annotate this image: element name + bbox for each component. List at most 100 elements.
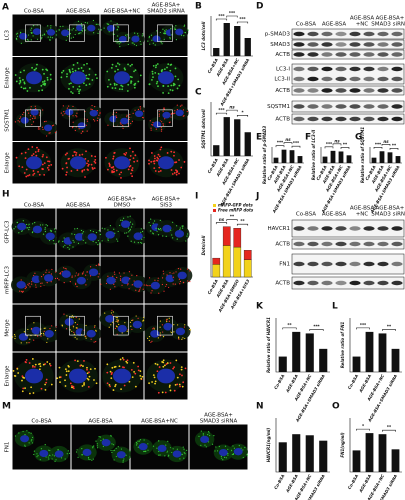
punctum xyxy=(172,283,174,285)
punctum xyxy=(64,244,66,246)
punctum xyxy=(49,239,51,242)
punctum xyxy=(18,82,21,85)
significance-bracket xyxy=(309,329,324,331)
punctum xyxy=(150,34,153,36)
punctum xyxy=(40,275,43,278)
punctum xyxy=(213,435,215,437)
nucleus xyxy=(114,71,130,85)
blot-box xyxy=(291,63,405,85)
row-label: LC3-II xyxy=(274,77,290,83)
punctum xyxy=(129,456,131,458)
punctum xyxy=(238,444,240,447)
punctum xyxy=(117,240,119,242)
punctum xyxy=(174,110,176,112)
nucleus xyxy=(87,233,97,241)
punctum xyxy=(166,319,168,321)
punctum xyxy=(48,449,50,451)
band xyxy=(363,76,375,82)
band xyxy=(391,226,403,231)
punctum xyxy=(69,71,72,74)
punctum xyxy=(123,153,126,155)
column-header: +NC xyxy=(356,212,369,218)
punctum xyxy=(186,110,188,113)
punctum xyxy=(108,326,110,328)
punctum xyxy=(131,284,133,286)
punctum xyxy=(155,64,158,67)
punctum xyxy=(18,432,20,434)
punctum xyxy=(75,152,78,154)
punctum xyxy=(179,283,181,285)
punctum xyxy=(71,29,73,31)
panel-letter: D xyxy=(256,2,263,12)
punctum xyxy=(174,161,176,164)
punctum xyxy=(54,277,57,280)
punctum xyxy=(119,122,121,124)
punctum xyxy=(127,43,129,46)
punctum xyxy=(119,358,122,361)
punctum xyxy=(207,431,210,433)
punctum xyxy=(112,449,114,452)
punctum xyxy=(64,458,66,460)
punctum xyxy=(94,162,97,164)
punctum xyxy=(70,91,72,93)
column-header: AGE-BSA xyxy=(66,203,90,209)
nucleus xyxy=(101,439,111,447)
punctum xyxy=(189,329,192,331)
bar xyxy=(297,156,303,163)
band xyxy=(321,76,333,82)
significance-label: * xyxy=(241,110,244,115)
punctum xyxy=(179,373,181,376)
punctum xyxy=(76,116,78,118)
panel-letter: E xyxy=(256,133,262,143)
punctum xyxy=(246,453,248,456)
punctum xyxy=(116,62,119,65)
punctum xyxy=(63,110,65,113)
column-header: AGE-BSA xyxy=(350,206,374,212)
micrograph xyxy=(12,14,60,56)
significance-bracket xyxy=(356,428,370,431)
punctum xyxy=(49,364,52,367)
punctum xyxy=(118,323,120,326)
micrograph xyxy=(100,142,144,184)
punctum xyxy=(27,112,30,114)
punctum xyxy=(72,105,74,108)
punctum xyxy=(178,337,180,339)
significance-label: *** xyxy=(218,14,225,19)
punctum xyxy=(72,246,74,248)
punctum xyxy=(62,69,65,72)
punctum xyxy=(162,336,165,338)
punctum xyxy=(113,82,116,85)
punctum xyxy=(85,324,87,327)
band xyxy=(307,280,319,286)
punctum xyxy=(53,243,55,245)
inset-box xyxy=(157,24,173,42)
punctum xyxy=(113,283,115,285)
micrograph xyxy=(100,256,149,304)
punctum xyxy=(100,440,102,442)
punctum xyxy=(112,165,115,168)
punctum xyxy=(90,163,93,166)
punctum xyxy=(137,365,140,368)
bar xyxy=(391,449,400,472)
punctum xyxy=(140,228,142,230)
punctum xyxy=(173,151,176,154)
punctum xyxy=(94,367,96,370)
punctum xyxy=(176,108,178,111)
punctum xyxy=(183,35,185,37)
punctum xyxy=(49,78,52,81)
punctum xyxy=(119,279,122,281)
punctum xyxy=(67,246,69,249)
punctum xyxy=(148,277,151,279)
punctum xyxy=(58,366,61,369)
punctum xyxy=(139,370,142,373)
blot-box xyxy=(291,49,405,60)
punctum xyxy=(122,461,124,463)
punctum xyxy=(77,67,80,70)
band xyxy=(363,66,375,72)
y-axis-label: Relative ratio of FN1 xyxy=(340,322,345,369)
punctum xyxy=(42,224,44,226)
punctum xyxy=(111,371,113,374)
punctum xyxy=(70,82,72,85)
punctum xyxy=(72,64,75,66)
